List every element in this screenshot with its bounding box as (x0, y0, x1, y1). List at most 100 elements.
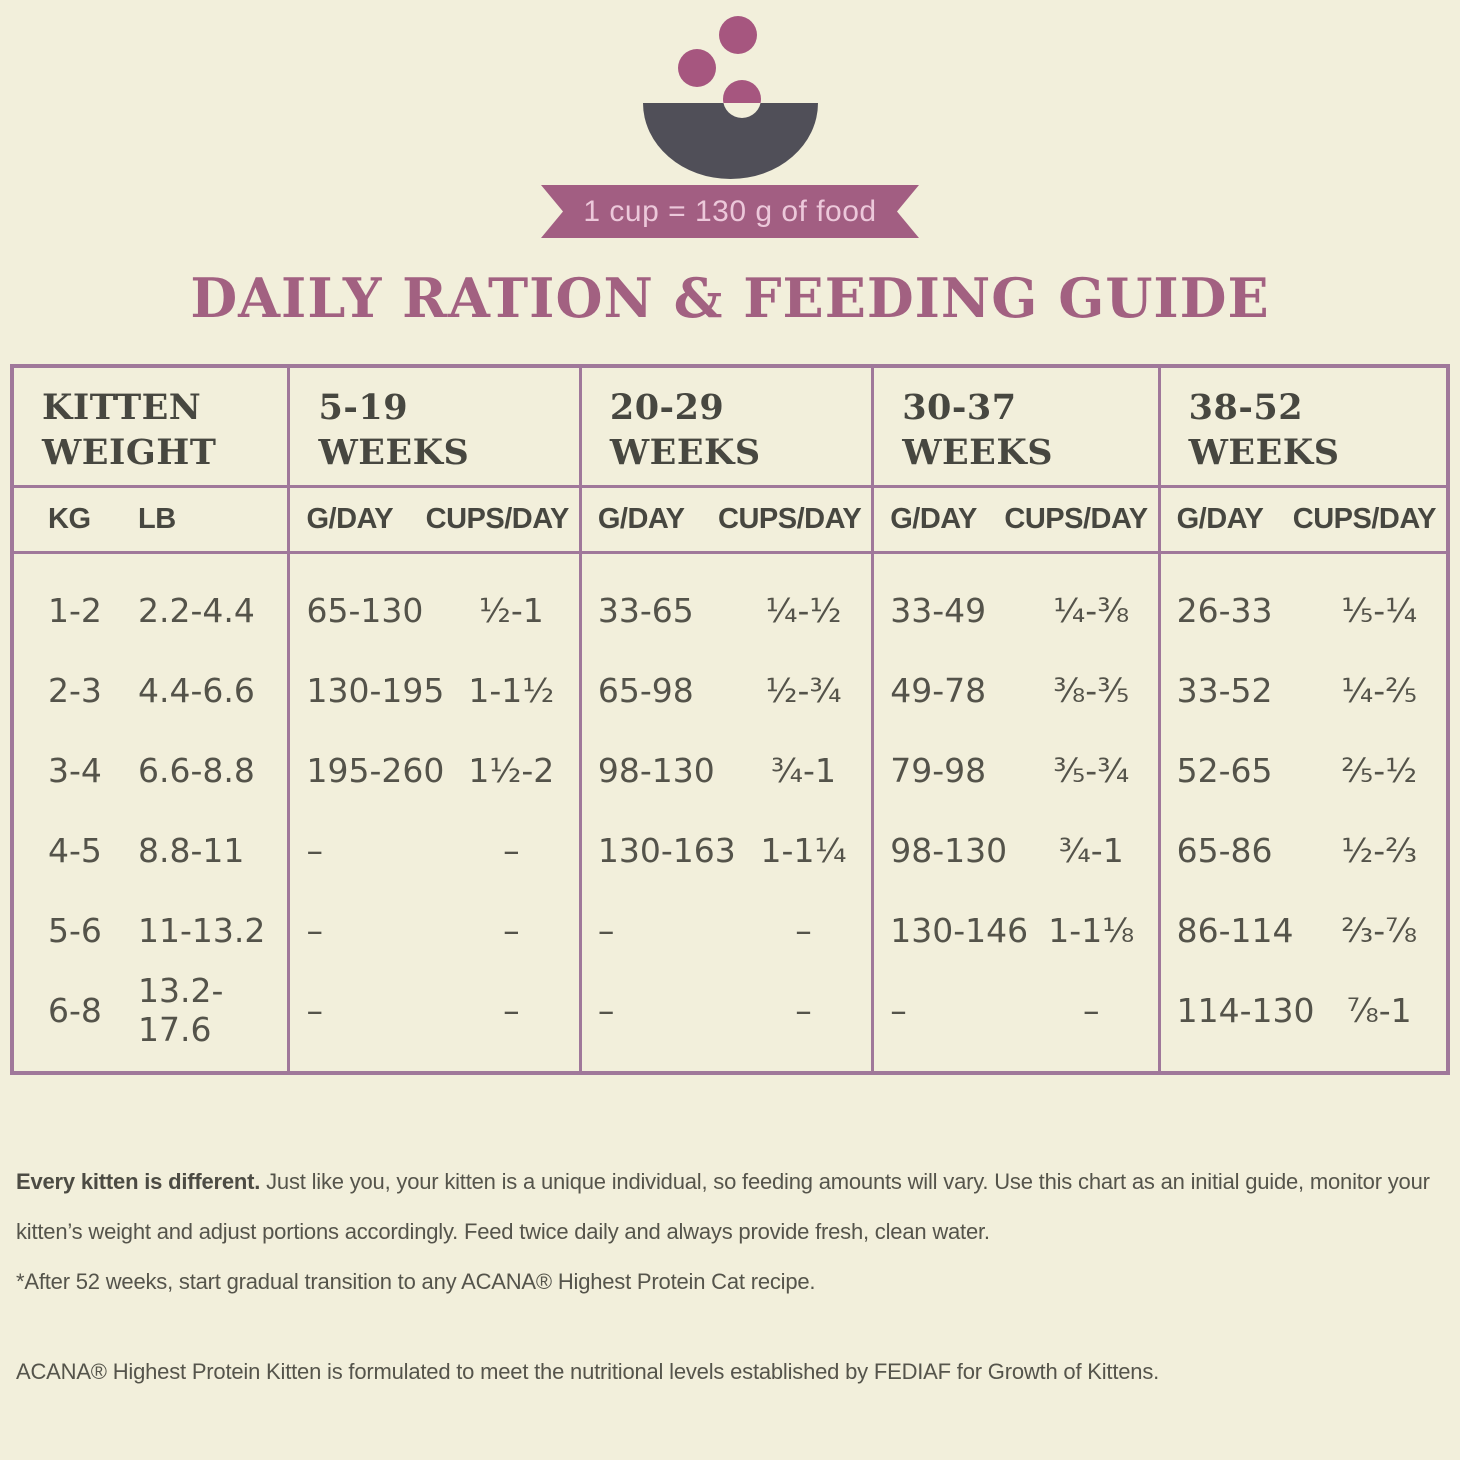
g-day-value: – (306, 830, 323, 870)
table-row: 33-49 ¼-⅜ (874, 570, 1157, 650)
subheader-weight-units: KG LB (14, 488, 288, 554)
subheader-cups-day: CUPS/DAY (718, 503, 862, 535)
weight-lb-value: 6.6-8.8 (138, 750, 255, 790)
table-row: 33-65 ¼-½ (582, 570, 871, 650)
cups-day-value: – (503, 830, 520, 870)
table-row: 2-3 4.4-6.6 (14, 650, 287, 730)
kibble-dot-icon (678, 49, 716, 87)
subheader-kg: KG (48, 503, 91, 535)
subheader-units-20-29: G/DAY CUPS/DAY (578, 488, 872, 554)
cups-day-value: – (1083, 990, 1100, 1030)
body-col-20-29-weeks: 33-65 ¼-½ 65-98 ½-¾ 98-130 ¾-1 130-163 1-1¼ … (578, 554, 871, 1071)
table-row: 65-86 ½-⅔ (1161, 810, 1446, 890)
cups-day-value: ⅞-1 (1346, 990, 1412, 1030)
cups-day-value: – (503, 990, 520, 1030)
weight-kg-value: 4-5 (48, 830, 102, 870)
table-row: 130-146 1-1⅛ (874, 890, 1157, 970)
g-day-value: – (306, 990, 323, 1030)
table-row: 65-98 ½-¾ (582, 650, 871, 730)
cups-day-value: – (503, 910, 520, 950)
g-day-value: 49-78 (890, 670, 987, 710)
table-row: 114-130 ⅞-1 (1161, 970, 1446, 1050)
subheader-units-30-37: G/DAY CUPS/DAY (871, 488, 1158, 554)
table-row: 65-130 ½-1 (290, 570, 578, 650)
g-day-value: 65-98 (597, 670, 694, 710)
cup-ratio-label: 1 cup = 130 g of food (583, 194, 877, 228)
cups-day-value: ¼-⅖ (1341, 670, 1418, 710)
g-day-value: 52-65 (1176, 750, 1273, 790)
g-day-value: 86-114 (1176, 910, 1294, 950)
cups-day-value: ⅕-¼ (1341, 590, 1418, 630)
feeding-table: KITTEN WEIGHT 5-19 WEEKS 20-29 WEEKS 30-… (10, 364, 1450, 1075)
body-col-30-37-weeks: 33-49 ¼-⅜ 49-78 ⅜-⅗ 79-98 ⅗-¾ 98-130 ¾-1 130… (871, 554, 1157, 1071)
cups-day-value: ½-1 (478, 590, 544, 630)
col-header-kitten-weight: KITTEN WEIGHT (14, 368, 288, 488)
weight-lb-value: 2.2-4.4 (138, 590, 255, 630)
g-day-value: – (597, 990, 615, 1030)
cups-day-value: ⅜-⅗ (1053, 670, 1130, 710)
g-day-value: 130-195 (306, 670, 445, 710)
weight-kg-value: 3-4 (48, 750, 102, 790)
col-header-38-52-weeks: 38-52 WEEKS (1157, 368, 1446, 488)
cups-day-value: ¾-1 (1058, 830, 1124, 870)
feeding-note-body: Just like you, your kitten is a unique i… (16, 1169, 1430, 1244)
page-title: DAILY RATION & FEEDING GUIDE (190, 266, 1270, 330)
g-day-value: 195-260 (306, 750, 445, 790)
table-row: 5-6 11-13.2 (14, 890, 287, 970)
g-day-value: 33-49 (890, 590, 987, 630)
col-header-5-19-weeks: 5-19 WEEKS (287, 368, 579, 488)
subheader-units-38-52: G/DAY CUPS/DAY (1157, 488, 1446, 554)
g-day-value: – (890, 990, 907, 1030)
table-row: 3-4 6.6-8.8 (14, 730, 287, 810)
cups-day-value: – (795, 990, 812, 1030)
cups-day-value: ¾-1 (771, 750, 836, 790)
g-day-value: 65-130 (306, 590, 424, 630)
subheader-cups-day: CUPS/DAY (1292, 503, 1437, 535)
cups-day-value: 1-1½ (468, 670, 555, 710)
g-day-value: 130-146 (890, 910, 1029, 950)
table-row: – – (582, 890, 871, 970)
table-row: 130-163 1-1¼ (582, 810, 871, 890)
subheader-units-5-19: G/DAY CUPS/DAY (287, 488, 579, 554)
kibble-dot-icon (719, 16, 757, 54)
footer-notes: Every kitten is different. Just like you… (16, 1157, 1450, 1385)
table-row: – – (874, 970, 1157, 1050)
g-day-value: – (306, 910, 323, 950)
g-day-value: 33-52 (1176, 670, 1273, 710)
weight-lb-value: 13.2-17.6 (138, 971, 224, 1049)
kibble-dot-icon (723, 80, 761, 103)
cups-day-value: ½-⅔ (1341, 830, 1418, 870)
table-row: – – (582, 970, 871, 1050)
g-day-value: 98-130 (597, 750, 715, 790)
g-day-value: 114-130 (1176, 990, 1315, 1030)
subheader-g-day: G/DAY (597, 503, 685, 535)
table-row: 1-2 2.2-4.4 (14, 570, 287, 650)
cups-day-value: ⅗-¾ (1053, 750, 1130, 790)
g-day-value: 98-130 (890, 830, 1008, 870)
table-row: 4-5 8.8-11 (14, 810, 287, 890)
feeding-note: Every kitten is different. Just like you… (16, 1157, 1450, 1257)
table-row: – – (290, 810, 578, 890)
table-row: 98-130 ¾-1 (874, 810, 1157, 890)
table-row: 26-33 ⅕-¼ (1161, 570, 1446, 650)
g-day-value: 65-86 (1176, 830, 1273, 870)
g-day-value: 79-98 (890, 750, 987, 790)
cups-day-value: ⅖-½ (1341, 750, 1418, 790)
cups-day-value: 1-1¼ (760, 830, 847, 870)
bowl-icon (590, 0, 870, 185)
weight-lb-value: 4.4-6.6 (138, 670, 255, 710)
g-day-value: 33-65 (597, 590, 694, 630)
cups-day-value: ½-¾ (765, 670, 842, 710)
subheader-lb: LB (138, 503, 176, 535)
table-row: 79-98 ⅗-¾ (874, 730, 1157, 810)
weight-lb-value: 11-13.2 (138, 910, 266, 950)
subheader-g-day: G/DAY (1176, 503, 1264, 535)
fediaf-note: ACANA® Highest Protein Kitten is formula… (16, 1359, 1160, 1384)
weight-lb-value: 8.8-11 (138, 830, 245, 870)
weight-kg-value: 6-8 (48, 990, 102, 1030)
weight-kg-value: 1-2 (48, 590, 102, 630)
body-col-5-19-weeks: 65-130 ½-1 130-195 1-1½ 195-260 1½-2 – – – – … (287, 554, 578, 1071)
weight-kg-value: 5-6 (48, 910, 102, 950)
g-day-value: 130-163 (597, 830, 736, 870)
